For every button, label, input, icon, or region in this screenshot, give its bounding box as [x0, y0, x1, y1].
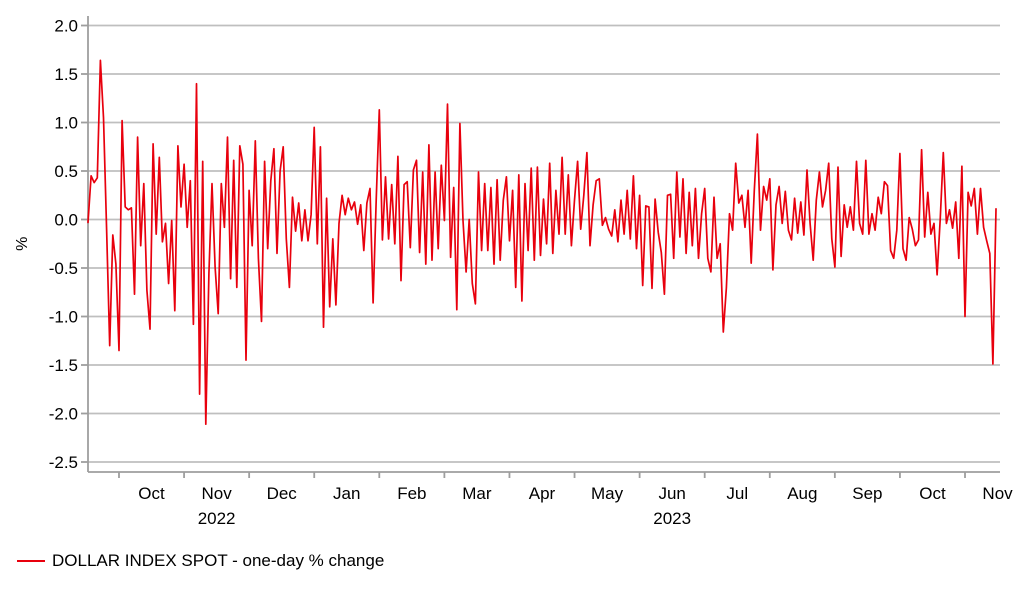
- y-tick-label: -2.0: [49, 405, 78, 424]
- legend-label: DOLLAR INDEX SPOT - one-day % change: [52, 551, 385, 570]
- x-year-label: 2023: [653, 509, 691, 528]
- x-month-label: Sep: [852, 484, 882, 503]
- y-tick-label: 2.0: [54, 17, 78, 36]
- x-month-label: Aug: [787, 484, 817, 503]
- y-tick-label: 1.5: [54, 65, 78, 84]
- y-tick-label: 0.0: [54, 211, 78, 230]
- x-month-label: Apr: [529, 484, 556, 503]
- x-month-label: May: [591, 484, 624, 503]
- x-year-label: 2022: [198, 509, 236, 528]
- legend-line-swatch: [17, 560, 45, 562]
- x-month-label: Jun: [658, 484, 685, 503]
- x-month-label: Nov: [982, 484, 1013, 503]
- x-month-label: Dec: [267, 484, 298, 503]
- y-tick-label: -1.0: [49, 308, 78, 327]
- x-month-label: Oct: [138, 484, 165, 503]
- y-axis-title: %: [14, 237, 31, 251]
- x-month-label: Jul: [726, 484, 748, 503]
- y-tick-label: -1.5: [49, 356, 78, 375]
- x-month-label: Jan: [333, 484, 360, 503]
- legend: DOLLAR INDEX SPOT - one-day % change: [17, 551, 384, 571]
- x-month-label: Mar: [462, 484, 492, 503]
- series-line-dollar-index: [87, 59, 997, 426]
- x-month-label: Nov: [201, 484, 232, 503]
- y-tick-label: -0.5: [49, 259, 78, 278]
- x-month-label: Feb: [397, 484, 426, 503]
- y-tick-label: -2.5: [49, 453, 78, 472]
- y-tick-label: 1.0: [54, 114, 78, 133]
- x-month-label: Oct: [919, 484, 946, 503]
- y-tick-label: 0.5: [54, 162, 78, 181]
